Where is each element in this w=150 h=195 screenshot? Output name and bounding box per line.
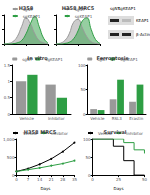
svg-text:sgKEAP1: sgKEAP1 — [118, 6, 136, 11]
svg-text:0: 0 — [83, 112, 86, 117]
svg-text:sgNT: sgNT — [110, 6, 120, 11]
svg-text:100: 100 — [83, 137, 91, 142]
svg-text:21: 21 — [49, 177, 55, 182]
svg-text:1.5: 1.5 — [4, 63, 11, 68]
svg-text:sgKEAP1: sgKEAP1 — [23, 14, 41, 19]
svg-text:28: 28 — [60, 177, 66, 182]
svg-text:14: 14 — [37, 177, 43, 182]
svg-text:Inhibitor: Inhibitor — [51, 130, 68, 136]
svg-text:0.5: 0.5 — [4, 95, 11, 100]
svg-text:Inhibitor: Inhibitor — [126, 131, 143, 136]
svg-text:0: 0 — [91, 177, 94, 182]
svg-text:35: 35 — [72, 177, 78, 182]
svg-text:25: 25 — [116, 177, 122, 182]
svg-text:H358 MRC5: H358 MRC5 — [24, 129, 57, 135]
svg-text:sgKEAP1: sgKEAP1 — [75, 14, 93, 19]
svg-text:0: 0 — [11, 172, 15, 178]
svg-text:Vehicle: Vehicle — [90, 116, 105, 121]
svg-text:50: 50 — [86, 155, 92, 160]
svg-text:H358 MRC5: H358 MRC5 — [62, 5, 95, 11]
svg-text:0: 0 — [7, 112, 10, 117]
svg-text:β-Actin: β-Actin — [136, 32, 150, 37]
svg-text:KEAP1: KEAP1 — [136, 18, 149, 23]
svg-text:RSL3: RSL3 — [112, 116, 123, 121]
svg-text:Days: Days — [114, 186, 124, 191]
svg-text:1,000: 1,000 — [3, 137, 15, 142]
svg-text:Ferroptosis: Ferroptosis — [96, 55, 128, 62]
svg-text:Erastin: Erastin — [129, 116, 143, 121]
svg-text:sgKEAP1: sgKEAP1 — [45, 57, 63, 62]
svg-text:50: 50 — [81, 87, 87, 92]
svg-text:H358: H358 — [19, 5, 34, 11]
svg-text:0: 0 — [88, 172, 91, 178]
svg-text:Inhibitor: Inhibitor — [48, 116, 65, 121]
svg-text:0: 0 — [15, 177, 18, 182]
svg-text:500: 500 — [7, 155, 15, 160]
svg-text:Days: Days — [40, 186, 50, 191]
svg-text:100: 100 — [78, 63, 86, 68]
svg-text:In vitro: In vitro — [27, 55, 48, 61]
svg-text:Vehicle: Vehicle — [20, 116, 35, 121]
svg-text:50: 50 — [142, 177, 148, 182]
svg-text:Survival: Survival — [104, 129, 127, 135]
svg-text:sgKEAP1: sgKEAP1 — [120, 56, 138, 62]
svg-text:1: 1 — [7, 79, 10, 84]
svg-text:7: 7 — [27, 177, 30, 182]
